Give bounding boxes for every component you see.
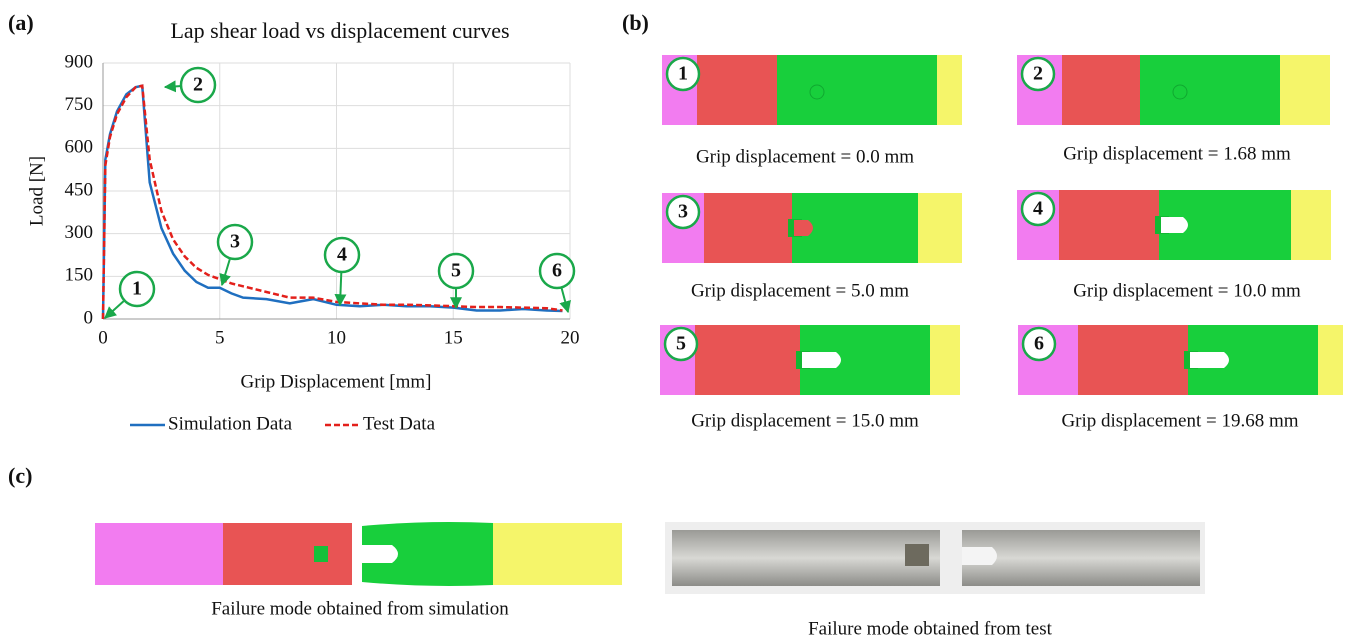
caption: Grip displacement = 0.0 mm	[696, 146, 914, 167]
series-line	[103, 86, 563, 319]
nugget	[314, 546, 328, 562]
panel-c-simulation	[95, 522, 622, 586]
hole	[362, 545, 398, 563]
strip-region	[930, 325, 960, 395]
legend-label: Simulation Data	[168, 413, 293, 434]
strip-region	[695, 325, 801, 395]
y-tick-label: 600	[65, 137, 94, 158]
annotation-arrow	[105, 301, 124, 318]
strip-region	[937, 55, 962, 125]
figure: (a) Lap shear load vs displacement curve…	[0, 0, 1353, 641]
panel-c-test	[665, 522, 1205, 594]
y-tick-label: 300	[65, 222, 94, 243]
sheet-region	[223, 523, 352, 585]
nugget	[905, 544, 929, 566]
caption: Failure mode obtained from test	[808, 618, 1052, 639]
caption: Grip displacement = 15.0 mm	[691, 410, 919, 431]
x-axis-label: Grip Displacement [mm]	[240, 371, 431, 392]
strip-region	[777, 55, 938, 125]
x-tick-label: 0	[98, 327, 108, 348]
grip-region	[493, 523, 622, 585]
caption: Grip displacement = 1.68 mm	[1063, 143, 1291, 164]
item-number: 2	[1033, 63, 1043, 85]
annotation-label: 2	[193, 74, 203, 96]
strip-region	[1078, 325, 1189, 395]
caption: Failure mode obtained from simulation	[211, 598, 509, 619]
legend-label: Test Data	[363, 413, 436, 434]
specimen	[962, 530, 1200, 586]
item-number: 3	[678, 201, 688, 223]
y-tick-label: 450	[65, 179, 94, 200]
hole	[1190, 352, 1229, 368]
annotation-arrow	[165, 86, 180, 87]
strip-region	[704, 193, 793, 263]
strip-region	[1062, 55, 1141, 125]
y-tick-label: 900	[65, 51, 94, 72]
caption: Grip displacement = 5.0 mm	[691, 280, 909, 301]
panel-label: (c)	[8, 463, 32, 488]
y-tick-label: 750	[65, 94, 94, 115]
panel-label: (a)	[8, 10, 34, 35]
item-number: 1	[678, 63, 688, 85]
panel-label: (b)	[622, 10, 649, 35]
y-tick-label: 150	[65, 265, 94, 286]
hole	[1161, 217, 1188, 233]
hole	[794, 220, 813, 236]
caption: Grip displacement = 10.0 mm	[1073, 280, 1301, 301]
x-tick-label: 10	[327, 327, 346, 348]
strip-region	[918, 193, 962, 263]
chart-title: Lap shear load vs displacement curves	[170, 18, 509, 43]
annotation-label: 6	[552, 260, 562, 282]
x-tick-label: 5	[215, 327, 225, 348]
x-tick-label: 20	[561, 327, 580, 348]
y-axis-label: Load [N]	[26, 156, 47, 226]
series-line	[103, 86, 563, 319]
item-number: 4	[1033, 198, 1043, 220]
annotation-label: 3	[230, 231, 240, 253]
grip-region	[95, 523, 223, 585]
page: (a) Lap shear load vs displacement curve…	[0, 0, 1353, 641]
y-tick-label: 0	[84, 307, 94, 328]
strip-region	[1291, 190, 1331, 260]
strip-region	[1059, 190, 1160, 260]
specimen	[672, 530, 940, 586]
annotation-label: 5	[451, 260, 461, 282]
hole	[802, 352, 841, 368]
annotation-arrow	[562, 288, 568, 312]
annotation-arrow	[340, 273, 341, 305]
caption: Grip displacement = 19.68 mm	[1061, 410, 1298, 431]
annotation-label: 4	[337, 244, 347, 266]
strip-region	[697, 55, 778, 125]
hole	[962, 547, 997, 565]
item-number: 5	[676, 333, 686, 355]
strip-region	[1140, 55, 1281, 125]
panel-b: 1 Grip displacement = 0.0 mm 2 Grip displac…	[660, 55, 1343, 431]
annotation-label: 1	[132, 278, 142, 300]
strip-region	[1280, 55, 1330, 125]
strip-region	[1318, 325, 1343, 395]
x-tick-label: 15	[444, 327, 463, 348]
item-number: 6	[1034, 333, 1044, 355]
